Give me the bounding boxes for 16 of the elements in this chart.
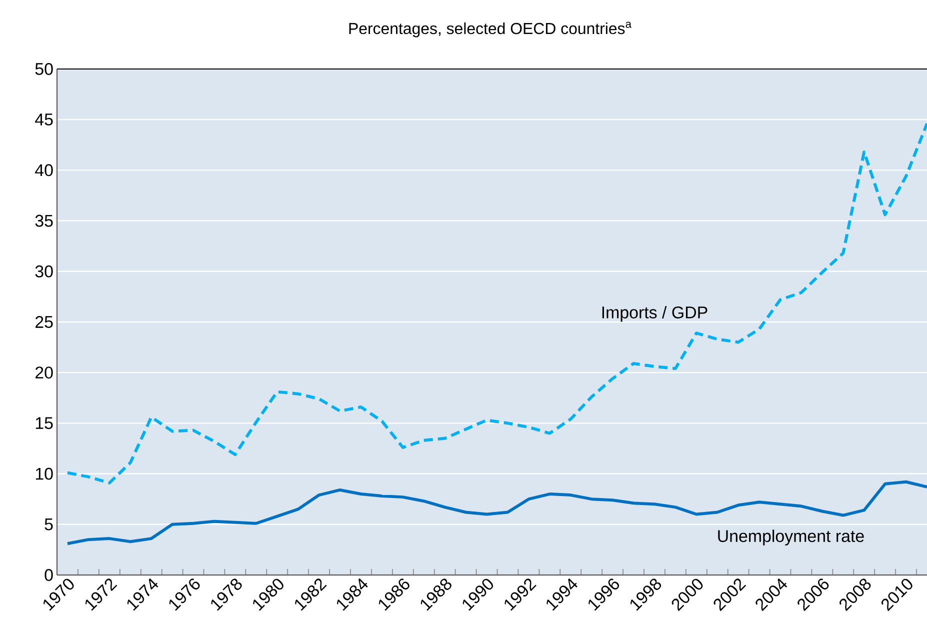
line-series — [66, 480, 927, 546]
series-label: Unemployment rate — [718, 530, 864, 546]
y-tick-label: 50 — [35, 62, 53, 75]
y-tick-label: 35 — [35, 214, 53, 227]
y-tick-label: 0 — [44, 568, 53, 581]
y-tick-label: 15 — [36, 417, 53, 430]
y-tick-label: 20 — [36, 366, 53, 379]
y-tick-label: 40 — [35, 164, 53, 176]
y-tick-label: 25 — [36, 316, 53, 328]
line-series — [66, 122, 927, 484]
y-tick-label: 5 — [44, 518, 53, 530]
y-tick-label: 45 — [35, 114, 53, 126]
y-tick-label: 30 — [35, 265, 53, 278]
y-tick-label: 10 — [36, 468, 53, 480]
chart-title: Percentages, selected OECD countries$^{a}$ — [349, 22, 632, 38]
series-label: Imports / GDP — [602, 306, 708, 322]
